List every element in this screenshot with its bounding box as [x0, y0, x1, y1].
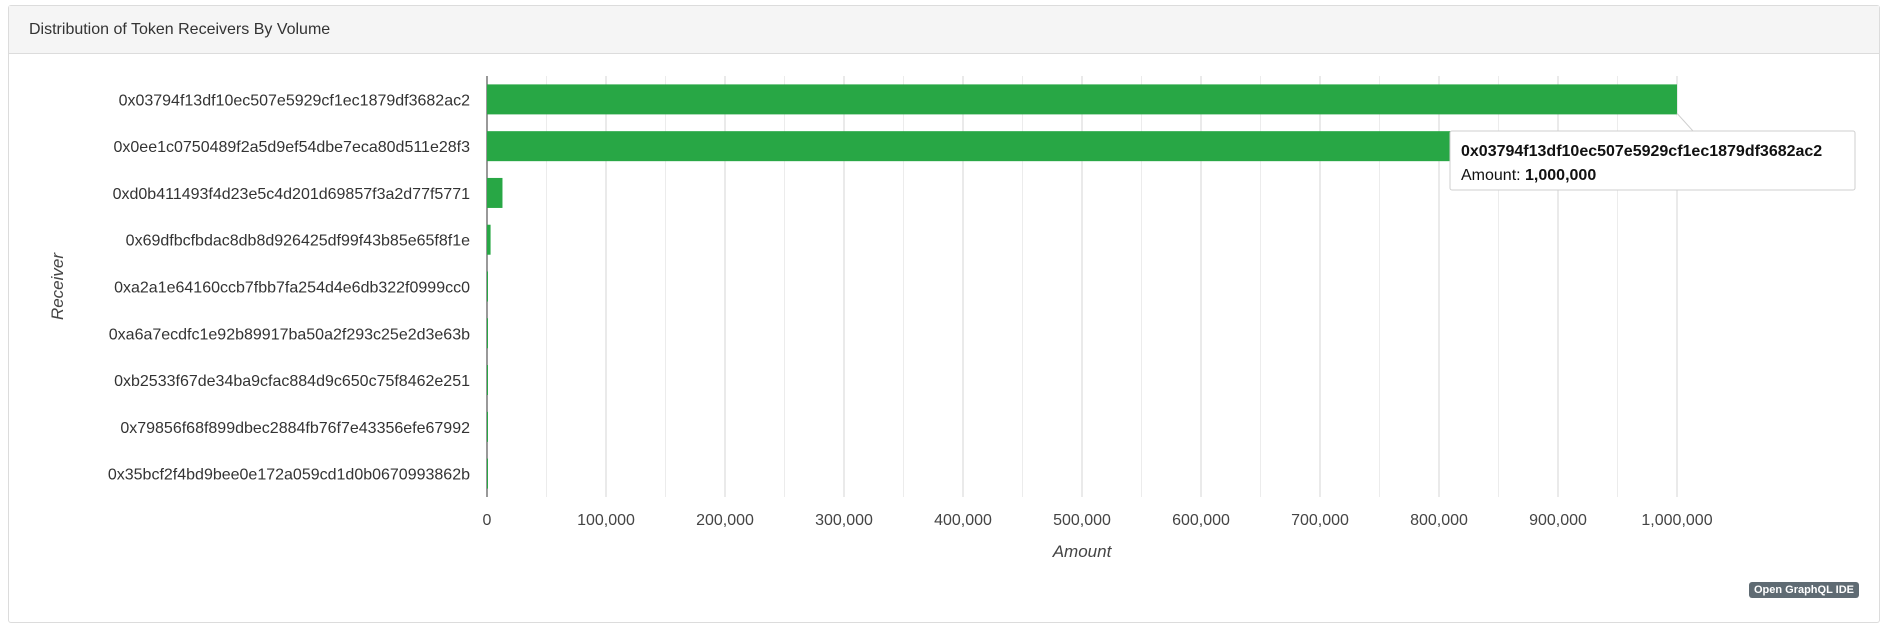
y-category-label: 0x79856f68f899dbec2884fb76f7e43356efe679…: [120, 420, 470, 437]
open-graphql-ide-button[interactable]: Open GraphQL IDE: [1748, 582, 1859, 598]
bar: [487, 224, 491, 255]
x-tick-label: 400,000: [934, 512, 992, 529]
bar: [487, 411, 488, 442]
x-axis-title: Amount: [1052, 542, 1113, 561]
y-category-label: 0xa2a1e64160ccb7fbb7fa254d4e6db322f0999c…: [114, 280, 470, 297]
tooltip-address: 0x03794f13df10ec507e5929cf1ec1879df3682a…: [1461, 143, 1822, 160]
tooltip-box: [1449, 130, 1856, 191]
bar: [487, 177, 503, 208]
y-category-label: 0x03794f13df10ec507e5929cf1ec1879df3682a…: [119, 92, 471, 109]
x-tick-label: 900,000: [1529, 512, 1587, 529]
y-category-label: 0x69dfbcfbdac8db8d926425df99f43b85e65f8f…: [126, 233, 470, 250]
x-tick-label: 0: [483, 512, 492, 529]
y-category-label: 0x0ee1c0750489f2a5d9ef54dbe7eca80d511e28…: [114, 139, 471, 156]
x-tick-label: 700,000: [1291, 512, 1349, 529]
x-tick-label: 1,000,000: [1641, 512, 1712, 529]
panel-title: Distribution of Token Receivers By Volum…: [9, 6, 1879, 54]
x-tick-label: 800,000: [1410, 512, 1468, 529]
tooltip-pointer: [1675, 113, 1695, 132]
tooltip-amount: Amount: 1,000,000: [1461, 167, 1596, 184]
y-axis-title: Receiver: [48, 252, 67, 320]
bar: [487, 458, 488, 489]
bar: [487, 365, 488, 396]
y-category-label: 0xd0b411493f4d23e5c4d201d69857f3a2d77f57…: [113, 186, 470, 203]
bar: [487, 271, 488, 302]
bar: [487, 318, 488, 349]
y-category-label: 0xb2533f67de34ba9cfac884d9c650c75f8462e2…: [114, 373, 470, 390]
y-category-label: 0xa6a7ecdfc1e92b89917ba50a2f293c25e2d3e6…: [109, 326, 470, 343]
x-tick-label: 100,000: [577, 512, 635, 529]
x-tick-label: 500,000: [1053, 512, 1111, 529]
x-tick-label: 200,000: [696, 512, 754, 529]
x-tick-label: 300,000: [815, 512, 873, 529]
bar: [487, 84, 1677, 115]
x-tick-label: 600,000: [1172, 512, 1230, 529]
y-category-label: 0x35bcf2f4bd9bee0e172a059cd1d0b067099386…: [108, 467, 470, 484]
